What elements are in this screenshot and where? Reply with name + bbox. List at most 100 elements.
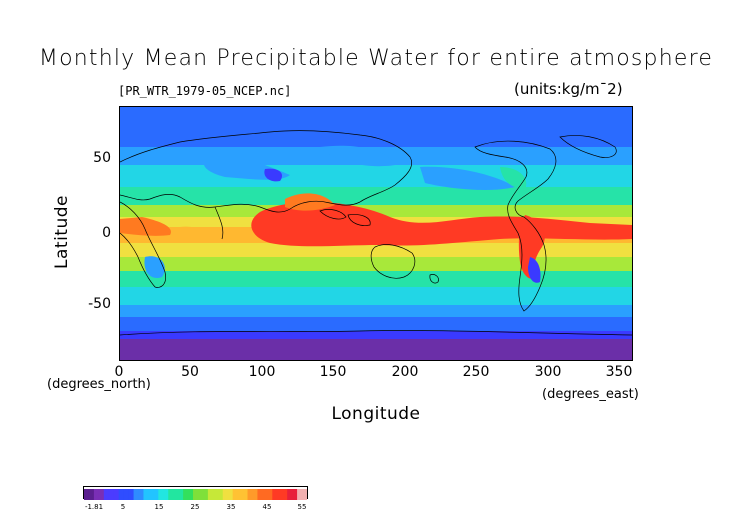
contour-region xyxy=(518,215,545,279)
colorbar-swatch xyxy=(267,489,273,500)
coastline xyxy=(370,244,416,279)
colorbar-swatch xyxy=(148,489,154,500)
contour-band xyxy=(120,331,632,339)
colorbar-swatch xyxy=(103,489,110,500)
contour-band xyxy=(120,287,632,305)
colorbar-label: 45 xyxy=(262,503,272,511)
contour-region xyxy=(420,166,515,190)
y-axis-label: Latitude xyxy=(52,195,72,269)
x-axis-label: Longitude xyxy=(331,404,421,424)
x-tick-label: 0 xyxy=(114,364,124,380)
colorbar-label: 35 xyxy=(226,503,236,511)
colorbar-swatch xyxy=(168,489,174,500)
contour-region xyxy=(264,168,283,182)
colorbar-swatch xyxy=(247,489,254,500)
contour-region xyxy=(180,226,209,243)
x-tick-label: 100 xyxy=(248,364,276,380)
contour-region xyxy=(285,193,335,211)
coastline xyxy=(214,206,224,240)
x-tick-label: 200 xyxy=(391,364,419,380)
contour-band xyxy=(120,271,632,287)
coastline xyxy=(559,135,617,158)
coastline xyxy=(347,214,371,226)
map-plot xyxy=(119,106,633,361)
contour-band xyxy=(120,165,632,187)
contour-band xyxy=(120,339,632,360)
colorbar-swatch xyxy=(158,489,164,500)
y-tick-label: -50 xyxy=(88,296,111,312)
colorbar-label: 5 xyxy=(120,503,126,511)
colorbar-swatch xyxy=(252,489,259,500)
colorbar-swatch xyxy=(197,489,204,500)
colorbar-swatch xyxy=(163,489,169,500)
colorbar-swatch xyxy=(207,489,214,500)
colorbar-swatch xyxy=(128,489,135,500)
colorbar-swatch xyxy=(297,489,303,500)
coastline xyxy=(474,140,557,312)
contour-region xyxy=(528,257,541,283)
colorbar-swatch xyxy=(93,489,100,500)
contour-band xyxy=(120,243,632,257)
colorbar-swatch xyxy=(257,489,263,500)
x-tick-label: 350 xyxy=(605,364,633,380)
colorbar-swatch xyxy=(202,489,209,500)
colorbar-swatch xyxy=(173,489,179,500)
colorbar-swatch xyxy=(143,489,150,500)
colorbar-swatch xyxy=(272,489,278,500)
x-unit-label: (degrees_east) xyxy=(542,387,639,402)
colorbar-swatch xyxy=(277,489,283,500)
colorbar-swatch xyxy=(242,489,249,500)
contour-region xyxy=(500,167,527,189)
colorbar-swatch xyxy=(227,489,234,500)
colorbar-label: 55 xyxy=(297,503,307,511)
colorbar-swatch xyxy=(183,489,189,500)
colorbar-swatch xyxy=(153,489,159,500)
colorbar xyxy=(83,486,308,500)
x-tick-label: 250 xyxy=(462,364,490,380)
y-tick-label: 50 xyxy=(93,150,111,166)
contour-band xyxy=(120,205,632,217)
colorbar-swatch xyxy=(217,489,224,500)
contour-band xyxy=(120,305,632,317)
colorbar-swatch xyxy=(282,489,288,500)
contour-band xyxy=(120,187,632,205)
colorbar-gradient xyxy=(84,489,308,500)
colorbar-swatch xyxy=(222,489,229,500)
y-unit-label: (degrees_north) xyxy=(47,377,151,392)
colorbar-swatch xyxy=(113,489,120,500)
colorbar-swatch xyxy=(292,489,298,500)
colorbar-swatch xyxy=(108,489,115,500)
colorbar-label: 25 xyxy=(190,503,200,511)
colorbar-swatch xyxy=(237,489,244,500)
map-title: Monthly Mean Precipitable Water for enti… xyxy=(38,46,714,71)
colorbar-swatch xyxy=(232,489,239,500)
contour-region xyxy=(144,256,165,279)
colorbar-swatch xyxy=(262,489,268,500)
colorbar-swatch xyxy=(118,489,125,500)
colorbar-swatch xyxy=(133,489,140,500)
x-tick-label: 150 xyxy=(319,364,347,380)
units-label: (units:kg/m¯2) xyxy=(514,80,623,98)
colorbar-label: -1.81 xyxy=(84,503,104,511)
coastline xyxy=(120,130,412,213)
x-tick-label: 300 xyxy=(534,364,562,380)
colorbar-swatch xyxy=(188,489,194,500)
coastline xyxy=(120,330,632,336)
colorbar-label: 15 xyxy=(154,503,164,511)
colorbar-swatch xyxy=(98,489,105,500)
colorbar-swatch xyxy=(287,489,293,500)
precipitable-water-map xyxy=(120,107,632,360)
source-file-label: [PR_WTR_1979-05_NCEP.nc] xyxy=(118,84,292,98)
y-tick-label: 0 xyxy=(102,225,111,241)
x-tick-label: 50 xyxy=(181,364,199,380)
coastline xyxy=(429,274,439,284)
colorbar-swatch xyxy=(178,489,184,500)
colorbar-swatch xyxy=(302,489,308,500)
contour-region xyxy=(320,145,395,167)
contour-band xyxy=(120,107,632,147)
colorbar-swatch xyxy=(193,489,199,500)
coastline xyxy=(120,201,166,288)
contour-region xyxy=(120,217,171,236)
colorbar-swatch xyxy=(123,489,130,500)
colorbar-swatch xyxy=(138,489,145,500)
